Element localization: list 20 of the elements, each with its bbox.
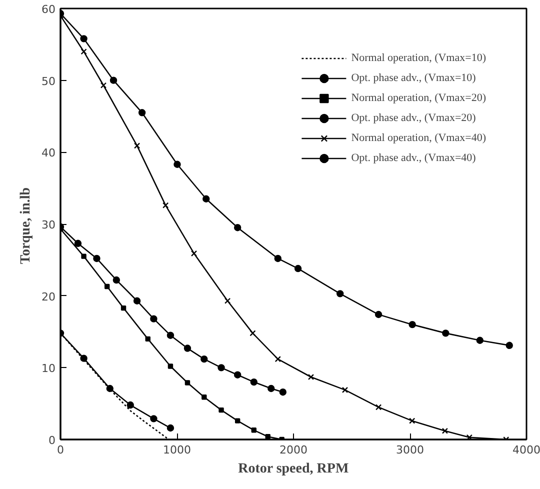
- x-tick-label: 0: [57, 444, 64, 456]
- x-tick-label: 3000: [396, 444, 424, 456]
- x-axis-title: Rotor speed, RPM: [238, 462, 349, 476]
- y-tick-label: 50: [42, 74, 56, 88]
- x-tick-label: 4000: [512, 444, 540, 456]
- legend-label: Normal operation, (Vmax=10): [351, 51, 486, 65]
- y-tick-label: 60: [42, 3, 56, 16]
- y-tick-label: 20: [42, 290, 56, 304]
- legend-label: Normal operation, (Vmax=40): [351, 131, 486, 145]
- x-tick-label: 2000: [280, 444, 308, 456]
- y-tick-label: 40: [42, 146, 56, 160]
- y-tick-label: 30: [42, 218, 56, 232]
- legend-label: Opt. phase adv., (Vmax=10): [351, 71, 476, 85]
- x-tick-label: 1000: [163, 444, 192, 456]
- y-tick-label: 10: [42, 362, 56, 376]
- y-axis-title: Torque, in.lb: [18, 187, 34, 264]
- y-tick-label: 0: [48, 434, 56, 447]
- legend-label: Opt. phase adv., (Vmax=20): [351, 111, 476, 125]
- legend-label: Normal operation, (Vmax=20): [351, 91, 486, 105]
- legend-label: Opt. phase adv., (Vmax=40): [351, 151, 476, 165]
